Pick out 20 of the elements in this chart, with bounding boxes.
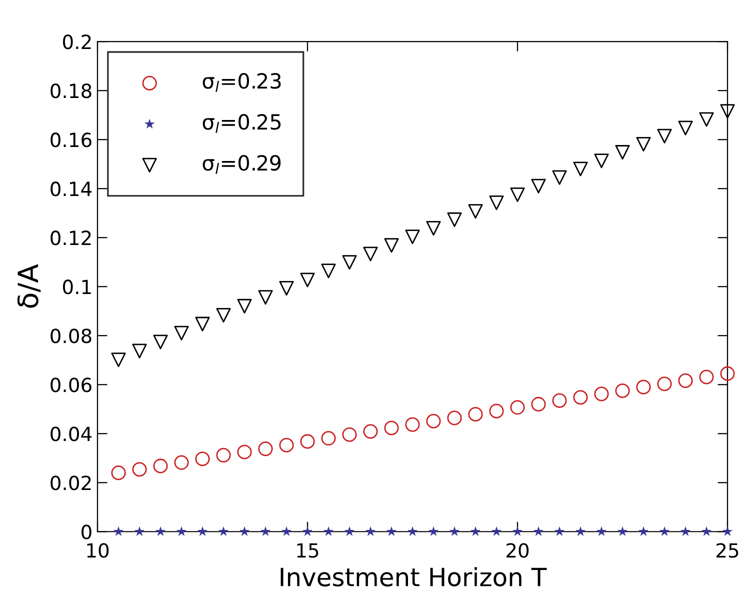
y-tick-label: 0.04	[50, 426, 92, 442]
legend-label: σ$_{l}$=0.23	[202, 73, 281, 92]
legend-label: σ$_{l}$=0.25	[202, 114, 281, 133]
x-axis-title: Investment Horizon T	[280, 567, 547, 586]
x-tick-label: 15	[297, 543, 318, 558]
y-tick-label: 0.08	[50, 328, 92, 344]
y-axis-title: δ/A	[17, 264, 41, 308]
y-tick-label: 0.1	[63, 280, 91, 294]
y-tick-label: 0.12	[50, 230, 91, 246]
y-tick-label: 0.16	[50, 132, 92, 148]
x-tick-label: 10	[87, 543, 109, 558]
legend-label: σ$_{l}$=0.29	[202, 155, 281, 174]
y-tick-label: 0.06	[50, 378, 92, 392]
y-tick-label: 0.2	[63, 34, 91, 50]
y-tick-label: 0.18	[50, 84, 92, 98]
y-tick-label: 0.02	[50, 476, 91, 490]
y-tick-label: 0.14	[50, 182, 92, 196]
x-tick-label: 20	[506, 543, 529, 558]
y-tick-label: 0	[82, 524, 92, 540]
x-tick-label: 25	[716, 543, 738, 558]
